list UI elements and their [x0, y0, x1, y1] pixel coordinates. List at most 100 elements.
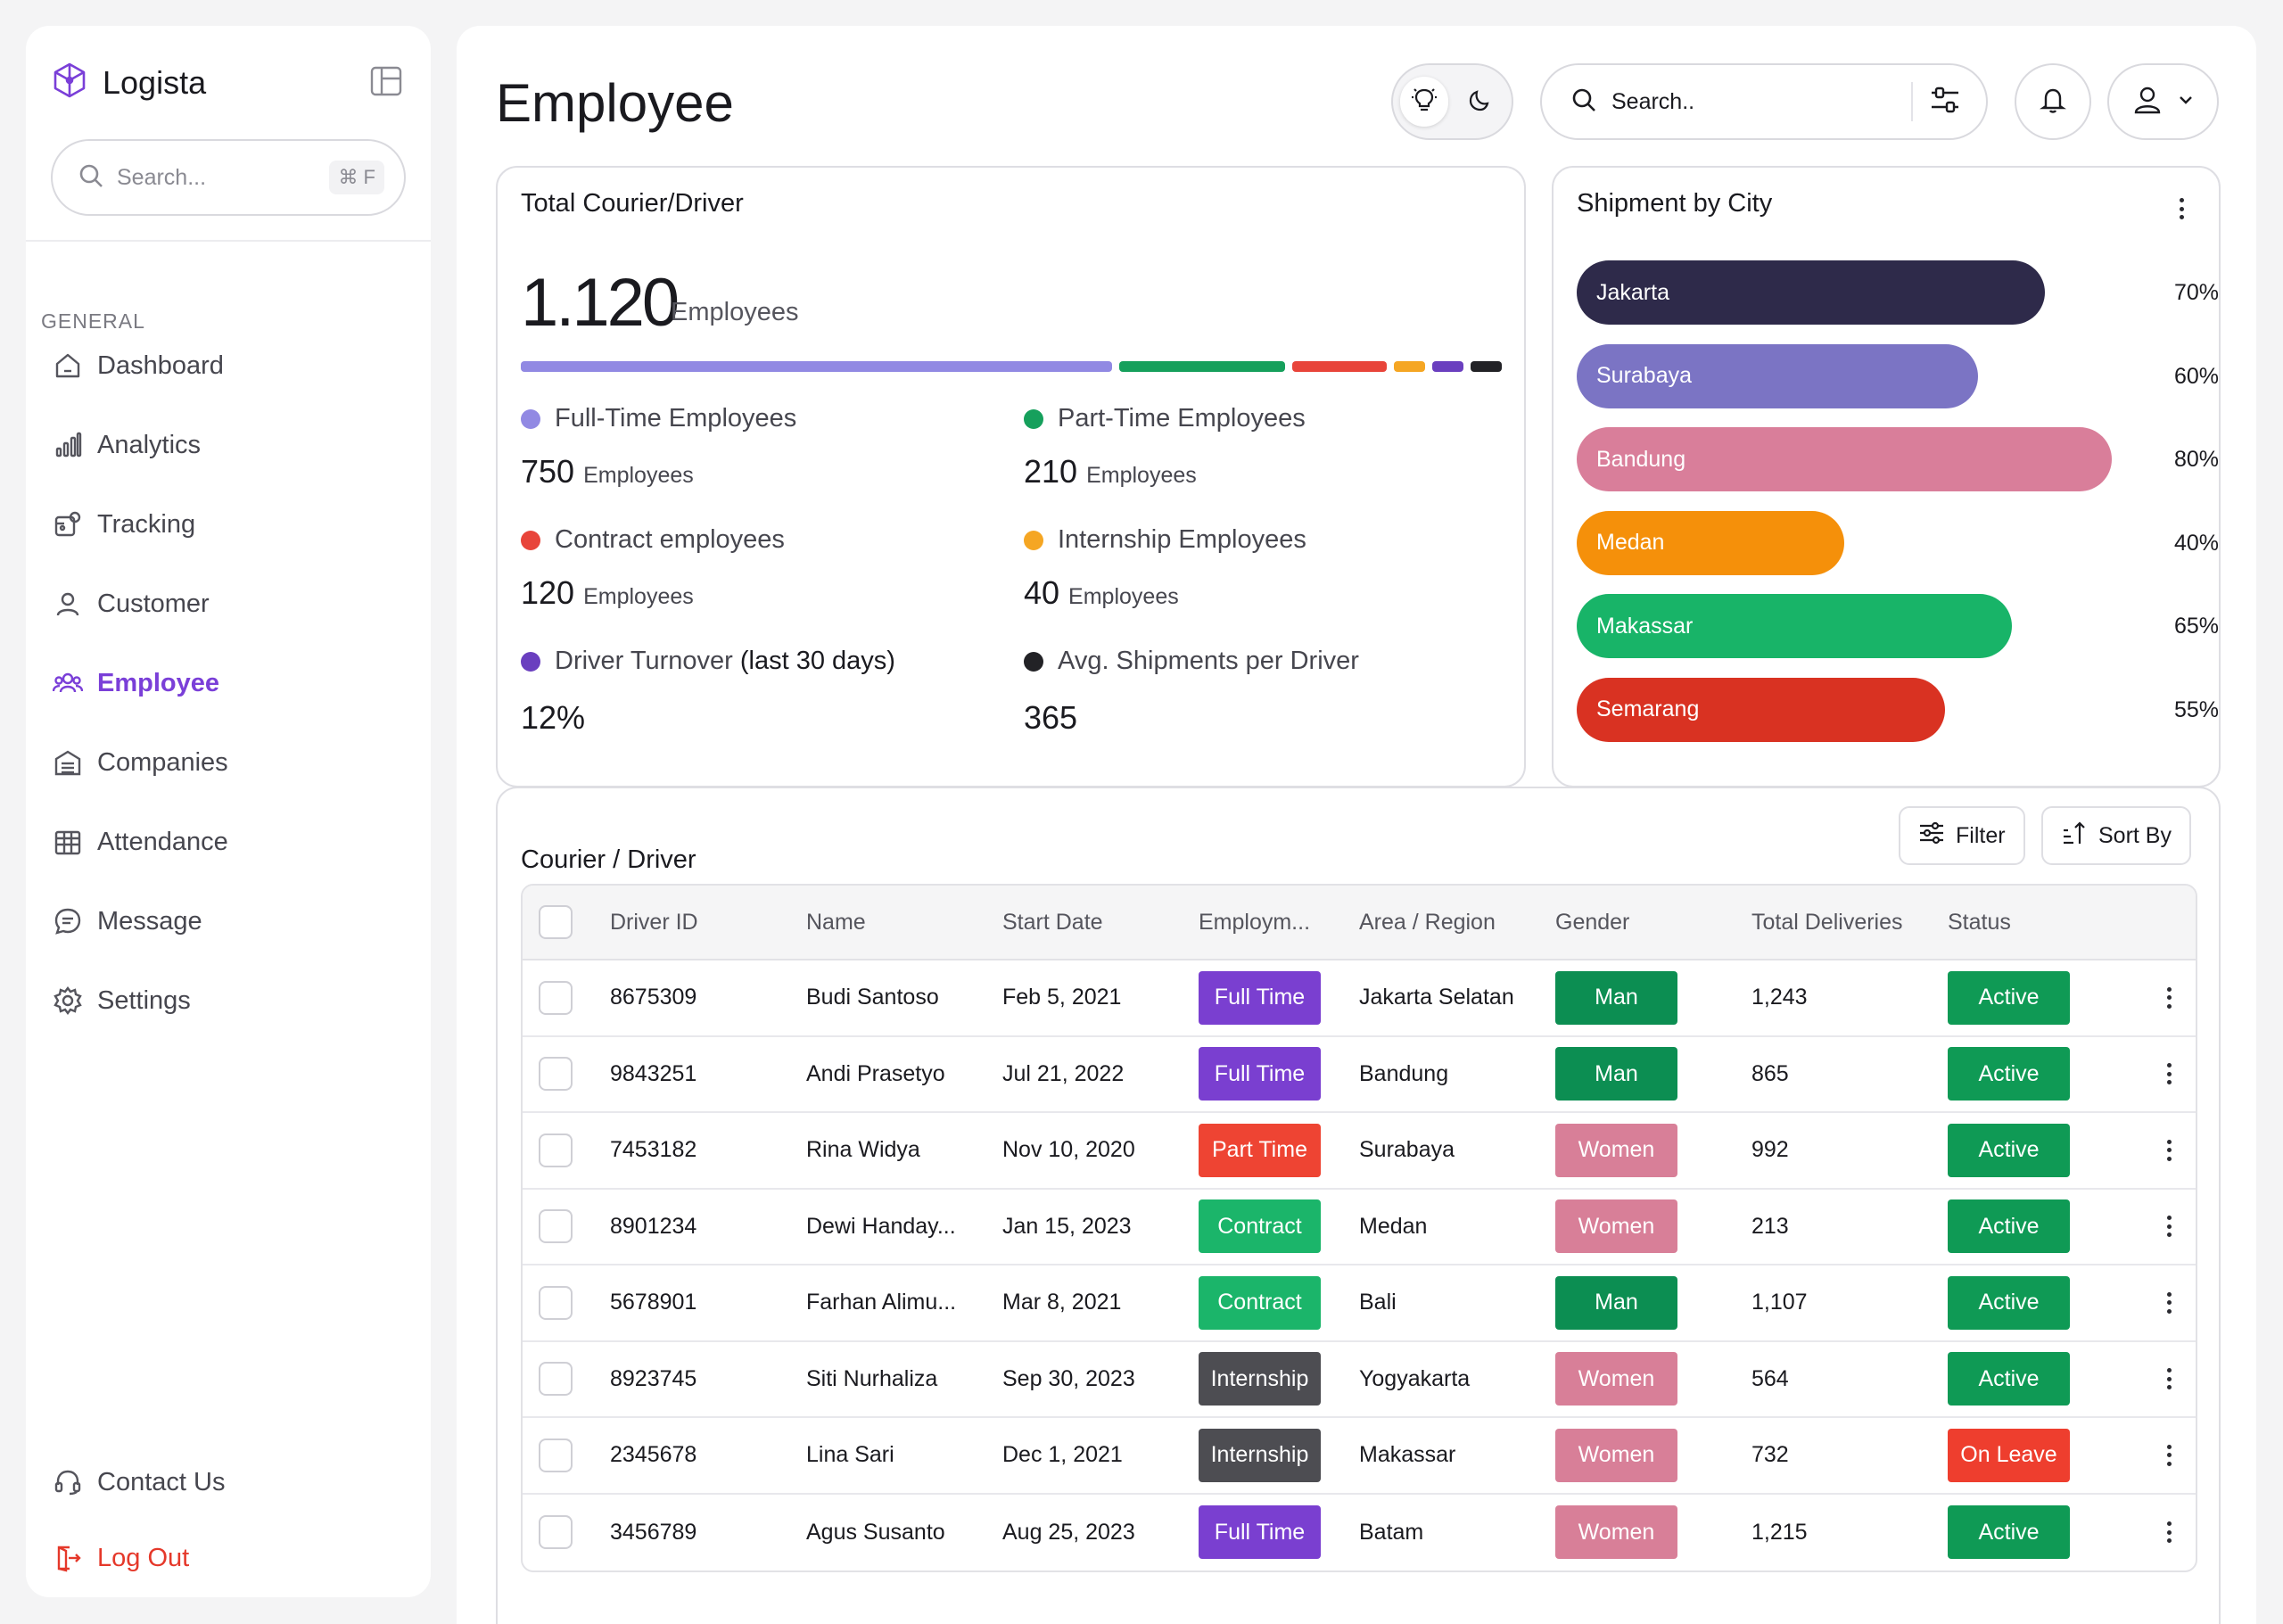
- table-cell: Active: [1948, 1113, 2070, 1188]
- row-checkbox[interactable]: [539, 1209, 573, 1244]
- table-cell: 732: [1751, 1418, 1789, 1493]
- column-header-gender[interactable]: Gender: [1555, 909, 1630, 935]
- table-cell: [2158, 1037, 2180, 1112]
- theme-toggle[interactable]: [1391, 63, 1513, 140]
- table-row[interactable]: 8675309 Budi Santoso Feb 5, 2021 Full Time J…: [523, 960, 2196, 1037]
- logout-button[interactable]: Log Out: [53, 1531, 409, 1585]
- table-cell: 3456789: [610, 1495, 696, 1571]
- tracking-icon: [53, 509, 83, 540]
- city-bar[interactable]: Surabaya: [1577, 343, 1978, 408]
- profile-menu-button[interactable]: [2107, 63, 2219, 140]
- table-cell: [2158, 1342, 2180, 1417]
- driver-name: Siti Nurhaliza: [806, 1365, 938, 1391]
- status-badge: Active: [1948, 1275, 2070, 1330]
- contact-us-link[interactable]: Contact Us: [53, 1455, 409, 1509]
- city-bar[interactable]: Medan: [1577, 510, 1844, 575]
- light-mode-button[interactable]: [1400, 77, 1448, 127]
- header-search-input[interactable]: Search..: [1540, 63, 1988, 140]
- total-unit: Employees: [671, 298, 799, 326]
- start-date: Nov 10, 2020: [1002, 1137, 1135, 1163]
- table-row[interactable]: 3456789 Agus Susanto Aug 25, 2023 Full Time…: [523, 1495, 2196, 1571]
- legend-dot: [521, 408, 540, 429]
- gender-badge: Women: [1555, 1352, 1677, 1406]
- row-more-icon[interactable]: [2158, 1439, 2180, 1471]
- row-checkbox[interactable]: [539, 1438, 573, 1472]
- notifications-button[interactable]: [2015, 63, 2091, 140]
- sidebar-item-employee[interactable]: Employee: [53, 656, 409, 710]
- filter-button[interactable]: Filter: [1899, 806, 2025, 865]
- row-checkbox[interactable]: [539, 1362, 573, 1397]
- table-row[interactable]: 9843251 Andi Prasetyo Jul 21, 2022 Full Tim…: [523, 1037, 2196, 1113]
- row-more-icon[interactable]: [2158, 1210, 2180, 1242]
- table-row[interactable]: 8923745 Siti Nurhaliza Sep 30, 2023 Interns…: [523, 1342, 2196, 1418]
- sidebar-item-analytics[interactable]: Analytics: [53, 418, 409, 472]
- sidebar-search-input[interactable]: Search... ⌘ F: [51, 139, 406, 216]
- total-courier-card: Total Courier/Driver 1.120 Employees Ful…: [496, 166, 1526, 787]
- row-checkbox[interactable]: [539, 1057, 573, 1092]
- column-header-area[interactable]: Area / Region: [1359, 909, 1496, 935]
- sidebar-item-companies[interactable]: Companies: [53, 736, 409, 789]
- brand[interactable]: Logista: [51, 62, 206, 103]
- table-row[interactable]: 8901234 Dewi Handay... Jan 15, 2023 Contrac…: [523, 1190, 2196, 1265]
- city-bar[interactable]: Semarang: [1577, 677, 1945, 742]
- table-cell: [539, 1113, 573, 1188]
- table-cell: Medan: [1359, 1190, 1427, 1265]
- table-row[interactable]: 2345678 Lina Sari Dec 1, 2021 Internship Mak…: [523, 1418, 2196, 1495]
- logo-icon: [51, 62, 88, 103]
- area: Medan: [1359, 1213, 1428, 1239]
- row-more-icon[interactable]: [2158, 1058, 2180, 1090]
- gender-badge: Women: [1555, 1123, 1677, 1177]
- sidebar-item-attendance[interactable]: Attendance: [53, 815, 409, 869]
- column-header-deliveries[interactable]: Total Deliveries: [1751, 909, 1903, 935]
- shipment-by-city-card: Shipment by City Jakarta 70% Surabaya 60% Ba…: [1552, 166, 2221, 787]
- table-cell: [2158, 960, 2180, 1035]
- sidebar-item-settings[interactable]: Settings: [53, 974, 409, 1027]
- row-more-icon[interactable]: [2158, 982, 2180, 1014]
- area: Surabaya: [1359, 1137, 1455, 1163]
- legend-dot: [1024, 651, 1043, 672]
- row-more-icon[interactable]: [2158, 1363, 2180, 1395]
- row-more-icon[interactable]: [2158, 1516, 2180, 1548]
- driver-name: Agus Susanto: [806, 1519, 945, 1545]
- select-all-checkbox[interactable]: [539, 905, 573, 939]
- sidebar-item-dashboard[interactable]: Dashboard: [53, 339, 409, 392]
- sidebar-item-message[interactable]: Message: [53, 894, 409, 948]
- table-cell: Surabaya: [1359, 1113, 1455, 1188]
- row-checkbox[interactable]: [539, 1515, 573, 1550]
- chevron-down-icon: [2177, 91, 2195, 113]
- table-cell: Sep 30, 2023: [1002, 1342, 1135, 1417]
- table-row[interactable]: 5678901 Farhan Alimu... Mar 8, 2021 Contrac…: [523, 1265, 2196, 1342]
- brand-name: Logista: [103, 63, 207, 101]
- table-row[interactable]: 7453182 Rina Widya Nov 10, 2020 Part Time Su…: [523, 1113, 2196, 1190]
- city-bar[interactable]: Bandung: [1577, 427, 2112, 491]
- column-header-name[interactable]: Name: [806, 909, 866, 935]
- sort-button[interactable]: Sort By: [2041, 806, 2191, 865]
- more-options-icon[interactable]: [2171, 193, 2192, 225]
- row-checkbox[interactable]: [539, 980, 573, 1015]
- stat-label: Contract employees: [555, 525, 785, 554]
- sliders-icon[interactable]: [1929, 84, 1961, 120]
- table-cell: [539, 1495, 573, 1571]
- total-deliveries: 1,107: [1751, 1290, 1808, 1315]
- row-more-icon[interactable]: [2158, 1287, 2180, 1319]
- column-header-employment[interactable]: Employm...: [1199, 909, 1311, 935]
- start-date: Jul 21, 2022: [1002, 1060, 1125, 1086]
- sidebar-item-tracking[interactable]: Tracking: [53, 498, 409, 551]
- table-cell: [2158, 1265, 2180, 1340]
- row-checkbox[interactable]: [539, 1133, 573, 1167]
- table-cell: [539, 1190, 573, 1265]
- city-bar[interactable]: Makassar: [1577, 594, 2012, 658]
- row-checkbox[interactable]: [539, 1285, 573, 1320]
- city-bar[interactable]: Jakarta: [1577, 260, 2045, 325]
- row-more-icon[interactable]: [2158, 1134, 2180, 1166]
- column-header-status[interactable]: Status: [1948, 909, 2011, 935]
- column-header-start-date[interactable]: Start Date: [1002, 909, 1103, 935]
- column-header-driver-id[interactable]: Driver ID: [610, 909, 698, 935]
- select-all-cell: [539, 886, 573, 959]
- city-percent: 55%: [2173, 697, 2219, 722]
- dark-mode-button[interactable]: [1457, 77, 1505, 127]
- sidebar-item-customer[interactable]: Customer: [53, 577, 409, 631]
- table-cell: Nov 10, 2020: [1002, 1113, 1135, 1188]
- employment-badge: Internship: [1199, 1352, 1321, 1406]
- sidebar-collapse-icon[interactable]: [369, 64, 403, 98]
